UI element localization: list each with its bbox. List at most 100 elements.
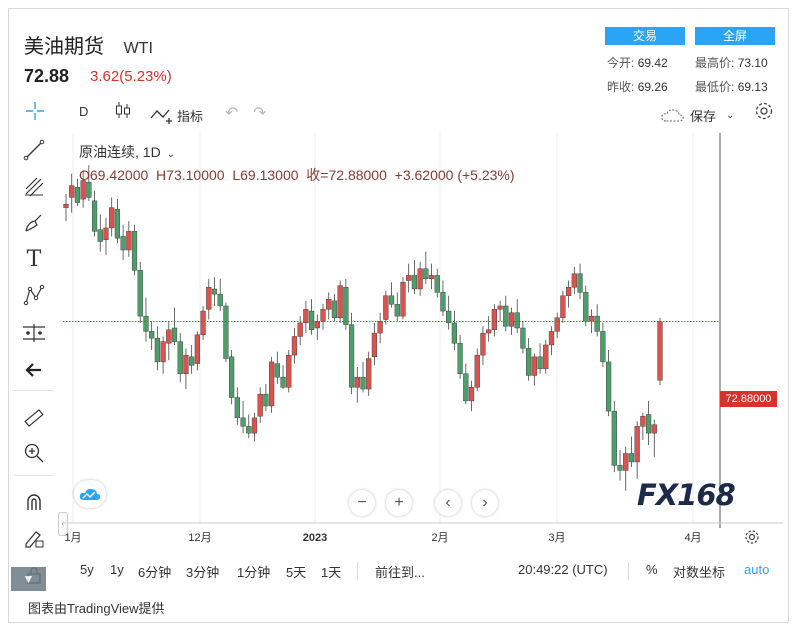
x-tick-label: 2023 xyxy=(303,532,327,544)
tradingview-logo[interactable] xyxy=(74,480,106,508)
last-price: 72.88 xyxy=(24,66,70,86)
lock-draw-tool[interactable] xyxy=(14,523,54,553)
candle-body xyxy=(411,275,418,290)
cloud-icon xyxy=(661,109,684,122)
last-price-label: 72.88000 xyxy=(720,391,777,407)
range-1y[interactable]: 1y xyxy=(110,562,124,577)
goto-button[interactable]: 前往到... xyxy=(375,565,425,580)
candle-body xyxy=(474,354,480,388)
range-5y[interactable]: 5y xyxy=(80,562,94,577)
series-chevron-icon[interactable]: ⌄ xyxy=(166,149,175,160)
ruler-tool[interactable] xyxy=(14,403,54,433)
collapse-toolbar-handle[interactable]: ‹ xyxy=(58,512,68,536)
chevron-right-icon: › xyxy=(482,494,488,511)
open-value: 69.42 xyxy=(637,56,668,70)
candle-body xyxy=(177,341,183,374)
x-tick-label: 12月 xyxy=(188,532,211,544)
range-1min[interactable]: 1分钟 xyxy=(237,565,271,580)
candle-body xyxy=(628,453,635,463)
scroll-left-button[interactable]: ‹ xyxy=(435,490,461,516)
cloud-logo-icon xyxy=(79,488,101,500)
candle-body xyxy=(394,304,400,317)
save-menu-chevron-icon[interactable]: ⌄ xyxy=(726,109,735,121)
fullscreen-button[interactable]: 全屏 xyxy=(695,27,775,45)
redo-button[interactable]: ↷ xyxy=(253,105,267,122)
candle-body xyxy=(206,287,212,310)
candle-body xyxy=(200,310,206,335)
chart-type-button[interactable] xyxy=(114,100,132,124)
text-tool[interactable]: T xyxy=(14,244,54,274)
pencil-lock-icon xyxy=(25,531,44,548)
candle-body xyxy=(337,285,343,319)
candle-body xyxy=(594,315,600,332)
price-chart[interactable]: 1月 12月 2023 2月 3月 4月 xyxy=(63,133,783,544)
toolbar-divider xyxy=(14,475,54,476)
candle-body xyxy=(297,322,303,337)
candle-body xyxy=(280,376,286,388)
candle-body xyxy=(554,317,560,332)
candle-body xyxy=(383,295,389,320)
candle-body xyxy=(480,332,486,356)
measure-projection-tool[interactable] xyxy=(14,318,54,348)
candle-body xyxy=(103,227,109,241)
clock-readout[interactable]: 20:49:22 (UTC) xyxy=(518,562,608,577)
back-tool[interactable] xyxy=(14,355,54,385)
scroll-right-button[interactable]: › xyxy=(472,490,498,516)
candle-body xyxy=(63,204,69,208)
candle-body xyxy=(548,331,555,346)
trendline-tool[interactable] xyxy=(14,135,54,165)
range-6min[interactable]: 6分钟 xyxy=(138,565,172,580)
range-1d[interactable]: 1天 xyxy=(321,565,342,580)
candle-body xyxy=(640,415,646,427)
candle-body xyxy=(69,185,75,198)
zoom-in-button[interactable]: + xyxy=(386,490,412,516)
percent-toggle[interactable]: % xyxy=(646,562,658,577)
candle-body xyxy=(645,414,652,434)
candle-body xyxy=(229,356,235,398)
open-label: 今开: xyxy=(607,56,635,70)
candle-body xyxy=(651,424,657,434)
candle-body xyxy=(457,343,463,374)
indicators-button[interactable]: 指标 xyxy=(150,103,203,127)
magnet-tool[interactable] xyxy=(14,487,54,517)
candle-body xyxy=(566,287,572,296)
candle-body xyxy=(366,358,372,390)
candle-body xyxy=(109,207,115,229)
log-scale-toggle[interactable]: 对数坐标 xyxy=(673,565,726,580)
hide-toolbar-button[interactable]: ▼ xyxy=(11,567,46,591)
range-6min-wrap: 6分钟 xyxy=(138,562,171,581)
range-3min[interactable]: 3分钟 xyxy=(186,565,220,580)
candle-body xyxy=(417,268,423,290)
open-stat: 今开: 69.42 xyxy=(607,54,668,71)
interval-selector[interactable]: D xyxy=(79,104,89,119)
candle-body xyxy=(577,273,583,293)
chevron-down-icon: ▼ xyxy=(22,572,35,586)
undo-button[interactable]: ↶ xyxy=(225,105,239,122)
pattern-tool[interactable] xyxy=(14,280,54,310)
zoom-tool[interactable] xyxy=(14,438,54,468)
tradingview-credit[interactable]: 图表由TradingView提供 xyxy=(28,601,165,616)
auto-scale-toggle[interactable]: auto xyxy=(744,562,770,577)
settings-button[interactable] xyxy=(753,100,775,124)
candle-body xyxy=(137,270,143,317)
range-selector: 5y xyxy=(80,562,94,577)
series-name: 原油连续, 1D xyxy=(79,144,161,160)
candle-body xyxy=(360,376,366,390)
candle-body xyxy=(303,309,309,324)
fib-tool[interactable] xyxy=(14,172,54,202)
brush-tool[interactable] xyxy=(14,208,54,238)
series-legend[interactable]: 原油连续, 1D ⌄ xyxy=(79,142,175,162)
candle-body xyxy=(657,321,663,381)
watermark-logo: FX168 xyxy=(637,478,736,512)
range-5d[interactable]: 5天 xyxy=(286,565,307,580)
save-button[interactable]: 保存 ⌄ xyxy=(660,103,734,127)
range-5d-wrap: 5天 xyxy=(286,562,306,581)
candle-body xyxy=(617,465,623,471)
axis-settings-button[interactable] xyxy=(743,528,761,551)
zoom-out-button[interactable]: − xyxy=(349,490,375,516)
candle-body xyxy=(583,292,589,322)
trade-button[interactable]: 交易 xyxy=(605,27,685,45)
widget-frame xyxy=(8,8,789,623)
crosshair-tool[interactable] xyxy=(24,100,46,124)
candle-body xyxy=(520,327,526,349)
